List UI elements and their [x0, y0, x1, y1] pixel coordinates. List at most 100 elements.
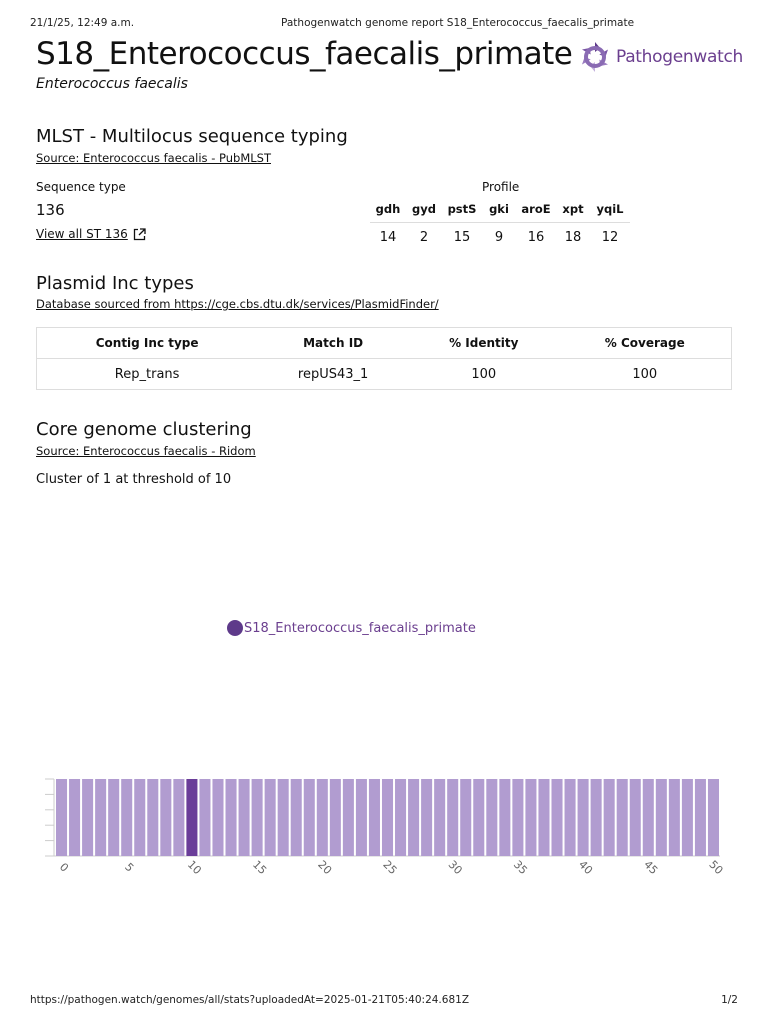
chart-bar[interactable]: [629, 779, 641, 856]
x-tick-label: 35: [511, 858, 530, 877]
report-species: Enterococcus faecalis: [36, 76, 188, 92]
chart-bar[interactable]: [603, 779, 615, 856]
logo-text: Pathogenwatch: [616, 47, 743, 67]
chart-bar[interactable]: [525, 779, 537, 856]
allele-value: 9: [482, 222, 516, 251]
chart-bar[interactable]: [395, 779, 407, 856]
locus-header: pstS: [447, 202, 477, 216]
chart-bar[interactable]: [264, 779, 276, 856]
chart-bar[interactable]: [499, 779, 511, 856]
cluster-node-label: S18_Enterococcus_faecalis_primate: [244, 620, 476, 636]
chart-bar[interactable]: [251, 779, 263, 856]
chart-bar[interactable]: [473, 779, 485, 856]
chart-bar[interactable]: [303, 779, 315, 856]
chart-bar[interactable]: [69, 779, 81, 856]
chart-bar[interactable]: [212, 779, 224, 856]
chart-bars: [56, 779, 719, 856]
chart-bar[interactable]: [368, 779, 380, 856]
clustering-heading: Core genome clustering: [36, 419, 252, 440]
locus-header: yqiL: [596, 202, 624, 216]
chart-ticks: 0 5 10 15 20 25 30 35 40 45 50: [57, 858, 726, 877]
mlst-source-link[interactable]: Source: Enterococcus faecalis - PubMLST: [36, 151, 271, 165]
chart-bar[interactable]: [225, 779, 237, 856]
x-tick-label: 5: [122, 860, 136, 874]
chart-bar[interactable]: [694, 779, 706, 856]
chart-bar[interactable]: [642, 779, 654, 856]
chart-bar[interactable]: [355, 779, 367, 856]
allele-value: 18: [556, 222, 590, 251]
allele-value: 16: [516, 222, 556, 251]
profile-header-row: gdh gyd pstS gki aroE xpt yqiL: [370, 196, 630, 223]
chart-bar[interactable]: [82, 779, 94, 856]
view-all-st-label: View all ST 136: [36, 227, 128, 241]
chart-bar[interactable]: [655, 779, 667, 856]
table-row: Rep_trans repUS43_1 100 100: [37, 359, 732, 390]
pathogenwatch-gear-icon: [582, 42, 608, 72]
chart-bar[interactable]: [681, 779, 693, 856]
x-tick-label: 50: [706, 858, 725, 877]
chart-bar[interactable]: [408, 779, 420, 856]
profile-label: Profile: [482, 180, 520, 194]
x-tick-label: 45: [641, 858, 660, 877]
mlst-profile-table: gdh gyd pstS gki aroE xpt yqiL 14 2 15 9…: [370, 196, 630, 251]
plasmid-table: Contig Inc type Match ID % Identity % Co…: [36, 327, 732, 390]
locus-header: gyd: [412, 202, 436, 216]
chart-bar[interactable]: [238, 779, 250, 856]
plasmid-source-link[interactable]: Database sourced from https://cge.cbs.dt…: [36, 297, 439, 311]
plasmid-header-row: Contig Inc type Match ID % Identity % Co…: [36, 327, 732, 359]
chart-bar[interactable]: [95, 779, 107, 856]
allele-value: 12: [590, 222, 630, 251]
plasmid-col-header: Contig Inc type: [36, 327, 258, 359]
chart-bar[interactable]: [290, 779, 302, 856]
chart-bar[interactable]: [421, 779, 433, 856]
chart-bar[interactable]: [577, 779, 589, 856]
chart-bar[interactable]: [668, 779, 680, 856]
chart-bar[interactable]: [277, 779, 289, 856]
allele-value: 15: [442, 222, 482, 251]
plasmid-col-header: % Coverage: [558, 327, 732, 359]
chart-bar[interactable]: [590, 779, 602, 856]
chart-bar[interactable]: [486, 779, 498, 856]
plasmid-cell: 100: [471, 366, 497, 382]
report-title: S18_Enterococcus_faecalis_primate: [36, 36, 573, 72]
print-datetime: 21/1/25, 12:49 a.m.: [30, 17, 135, 29]
x-tick-label: 20: [315, 858, 334, 877]
plasmid-heading: Plasmid Inc types: [36, 273, 194, 294]
chart-bar[interactable]: [147, 779, 159, 856]
cluster-network-node[interactable]: S18_Enterococcus_faecalis_primate: [227, 620, 476, 636]
chart-bar[interactable]: [342, 779, 354, 856]
chart-bar[interactable]: [381, 779, 394, 856]
chart-bar[interactable]: [564, 779, 576, 856]
allele-value: 2: [406, 222, 442, 251]
threshold-chart: 0 5 10 15 20 25 30 35 40 45 50: [45, 778, 726, 877]
chart-bar[interactable]: [551, 779, 563, 856]
chart-bar[interactable]: [329, 779, 341, 856]
chart-bar[interactable]: [538, 779, 550, 856]
chart-bar[interactable]: [512, 779, 524, 856]
plasmid-col-header: Match ID: [257, 327, 409, 359]
chart-bar[interactable]: [186, 779, 198, 856]
sequence-type-value: 136: [36, 201, 65, 219]
chart-bar[interactable]: [121, 779, 133, 856]
chart-bar[interactable]: [316, 779, 328, 856]
locus-header: gdh: [375, 202, 401, 216]
chart-bar[interactable]: [199, 779, 211, 856]
pathogenwatch-logo[interactable]: Pathogenwatch: [578, 40, 743, 74]
cluster-node-dot: [227, 620, 243, 636]
chart-bar[interactable]: [447, 779, 459, 856]
locus-header: gki: [489, 202, 509, 216]
chart-bar[interactable]: [616, 779, 628, 856]
print-page-number: 1/2: [721, 994, 738, 1006]
view-all-st-link[interactable]: View all ST 136: [36, 227, 146, 241]
chart-bar[interactable]: [173, 779, 185, 856]
profile-allele-row: 14 2 15 9 16 18 12: [370, 222, 630, 251]
chart-bar[interactable]: [134, 779, 146, 856]
chart-bar[interactable]: [707, 779, 719, 856]
chart-bar[interactable]: [108, 779, 120, 856]
chart-bar[interactable]: [56, 779, 68, 856]
chart-bar[interactable]: [460, 779, 472, 856]
sequence-type-label: Sequence type: [36, 180, 126, 194]
clustering-source-link[interactable]: Source: Enterococcus faecalis - Ridom: [36, 444, 256, 458]
chart-bar[interactable]: [434, 779, 446, 856]
chart-bar[interactable]: [160, 779, 172, 856]
